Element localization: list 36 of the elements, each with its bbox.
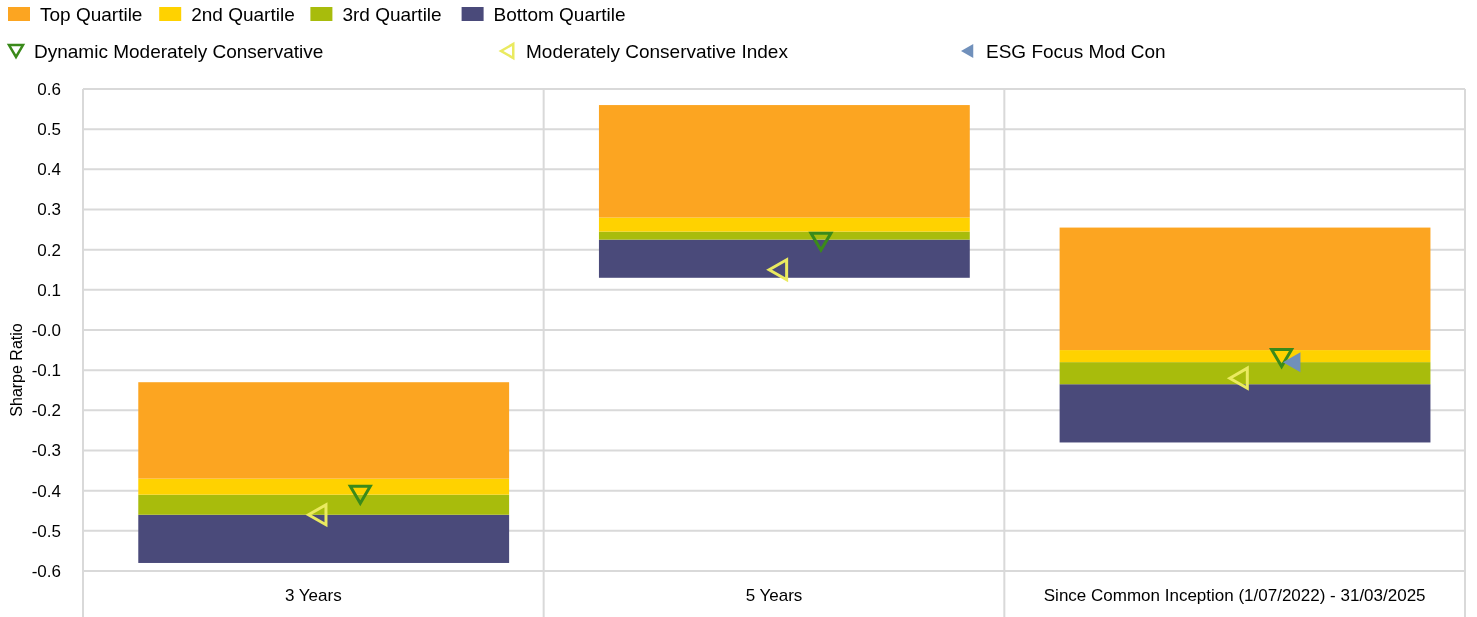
x-tick-label: 3 Years <box>284 586 342 605</box>
bar <box>598 105 970 218</box>
legend-label: Dynamic Moderately Conservative <box>34 40 324 62</box>
y-tick-label: -0.0 <box>31 320 61 340</box>
legend-label: Top Quartile <box>40 3 143 25</box>
bar <box>1059 350 1431 363</box>
y-tick-label: 0.3 <box>37 200 61 220</box>
bar <box>598 239 970 278</box>
bar <box>1059 227 1431 351</box>
y-tick-label: -0.3 <box>31 441 61 461</box>
y-tick-label: -0.5 <box>31 521 61 541</box>
bar <box>138 514 510 563</box>
legend-label: Bottom Quartile <box>493 3 626 25</box>
y-tick-label: -0.2 <box>31 401 61 421</box>
x-tick-label: 5 Years <box>745 586 803 605</box>
y-tick-label: -0.1 <box>31 361 61 381</box>
legend-label: ESG Focus Mod Con <box>986 40 1166 62</box>
y-tick-label: 0.6 <box>37 79 61 99</box>
y-axis-title: Sharpe Ratio <box>8 323 25 417</box>
y-tick-label: 0.1 <box>37 280 61 300</box>
bar <box>1059 362 1431 385</box>
y-tick-label: 0.2 <box>37 240 61 260</box>
bar <box>598 217 970 232</box>
bar <box>138 478 510 495</box>
legend-label: 2nd Quartile <box>191 3 295 25</box>
y-tick-label: 0.5 <box>37 120 61 140</box>
legend-label: Moderately Conservative Index <box>526 40 789 62</box>
bar <box>1059 384 1431 443</box>
y-tick-label: -0.4 <box>31 481 61 501</box>
legend-label: 3rd Quartile <box>342 3 442 25</box>
y-tick-label: 0.4 <box>37 160 61 180</box>
bar <box>138 382 510 479</box>
bar <box>138 494 510 515</box>
x-tick-label: Since Common Inception (1/07/2022) - 31/03/2025 <box>1043 586 1426 605</box>
y-tick-label: -0.6 <box>31 561 61 581</box>
bar <box>598 231 970 240</box>
